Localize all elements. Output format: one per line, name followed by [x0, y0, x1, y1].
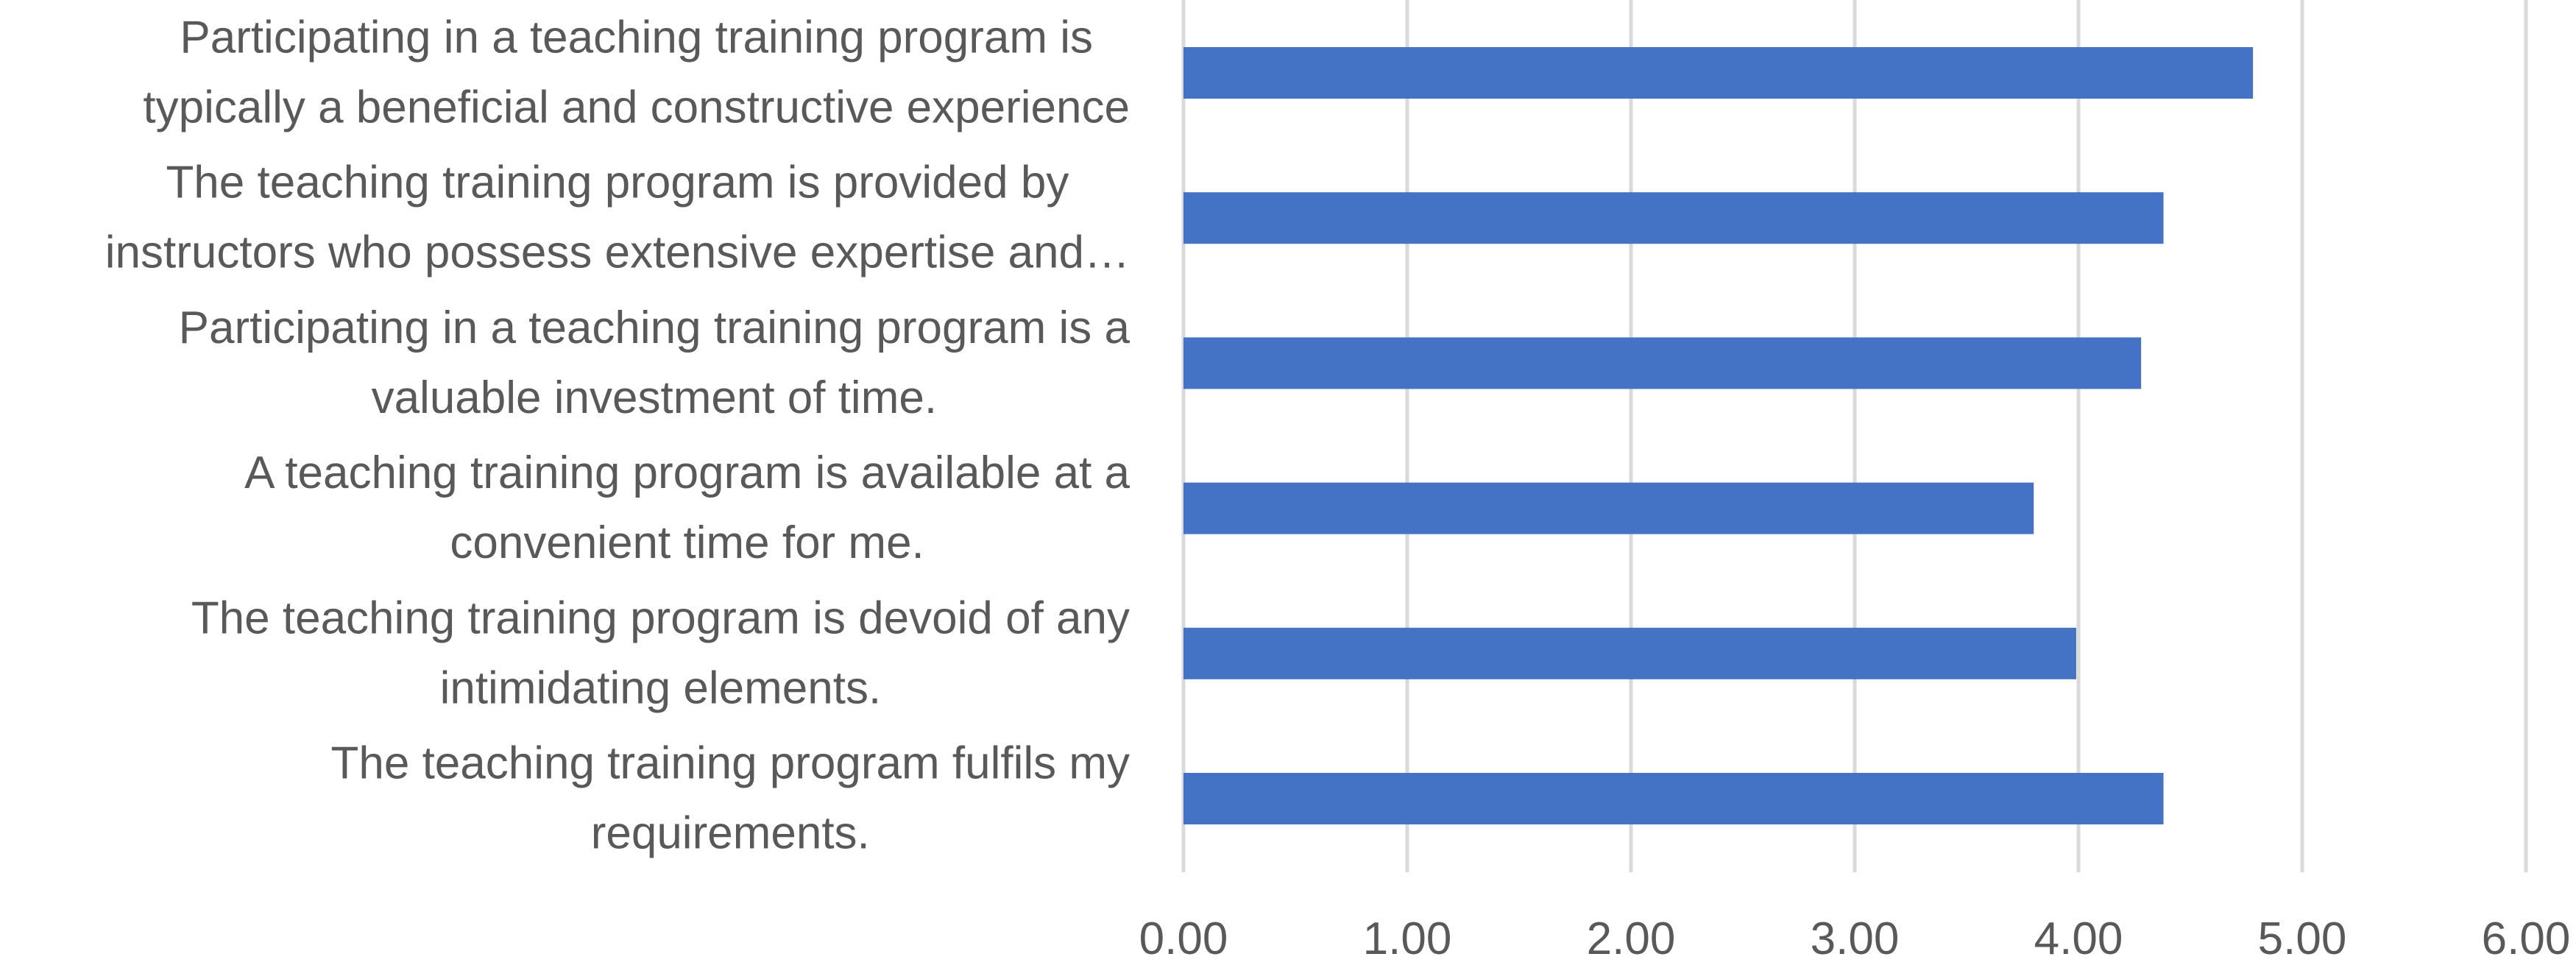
category-label-line: convenient time for me. [450, 517, 924, 568]
bar-1 [1183, 192, 2164, 244]
x-tick-label: 2.00 [1587, 913, 1676, 964]
category-label-line: requirements. [591, 808, 870, 859]
bar-3 [1183, 482, 2034, 534]
x-tick-labels: 0.00 1.00 2.00 3.00 4.00 5.00 6.00 [1139, 913, 2571, 964]
category-label-4: The teaching training program is devoid … [191, 593, 1130, 713]
category-label-line: A teaching training program is available… [244, 448, 1130, 498]
x-tick-label: 3.00 [1811, 913, 1900, 964]
x-tick-label: 4.00 [2034, 913, 2123, 964]
category-label-line: instructors who possess extensive expert… [105, 227, 1130, 278]
bar-0 [1183, 47, 2254, 99]
x-tick-label: 0.00 [1139, 913, 1228, 964]
category-label-line: intimidating elements. [440, 662, 882, 713]
category-label-line: typically a beneficial and constructive … [143, 82, 1130, 133]
category-label-5: The teaching training program fulfils my… [331, 738, 1130, 859]
category-label-0: Participating in a teaching training pro… [143, 13, 1130, 133]
bar-2 [1183, 337, 2142, 389]
category-label-line: The teaching training program is provide… [166, 158, 1069, 208]
category-label-line: Participating in a teaching training pro… [179, 303, 1130, 353]
gridlines [1181, 0, 2528, 872]
x-tick-label: 5.00 [2258, 913, 2347, 964]
category-label-line: Participating in a teaching training pro… [180, 13, 1093, 63]
category-label-3: A teaching training program is available… [244, 448, 1130, 568]
bar-4 [1183, 627, 2076, 679]
x-tick-label: 1.00 [1363, 913, 1452, 964]
x-tick-label: 6.00 [2482, 913, 2571, 964]
category-label-2: Participating in a teaching training pro… [179, 303, 1130, 423]
category-label-1: The teaching training program is provide… [105, 158, 1130, 278]
category-labels: Participating in a teaching training pro… [105, 13, 1130, 859]
bars [1183, 47, 2254, 824]
bar-5 [1183, 773, 2164, 824]
category-label-line: valuable investment of time. [372, 372, 938, 423]
category-label-line: The teaching training program is devoid … [191, 593, 1130, 643]
category-label-line: The teaching training program fulfils my [331, 738, 1130, 789]
